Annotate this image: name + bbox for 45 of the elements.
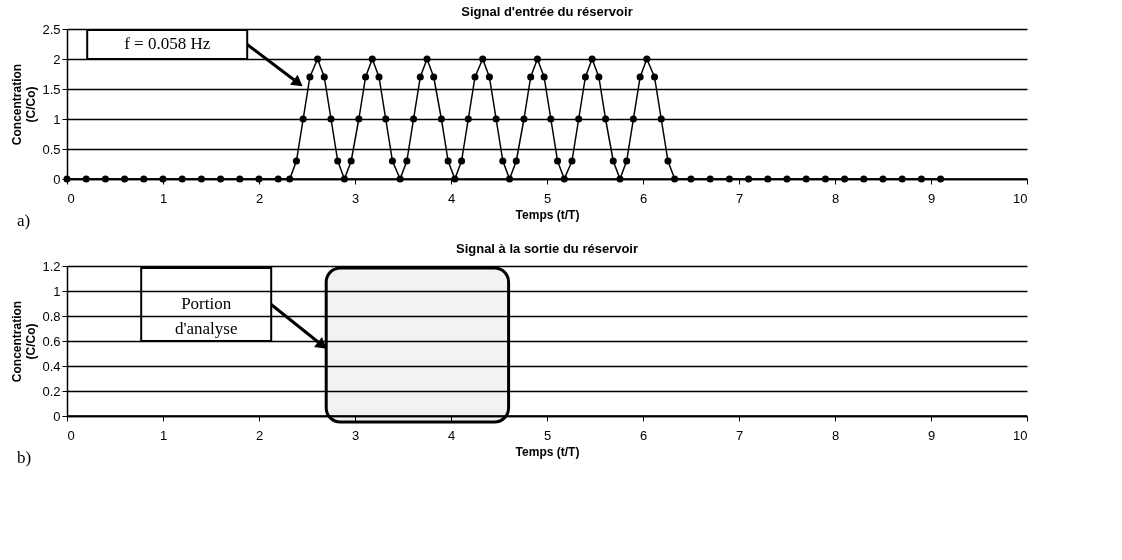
x-tick-label: 9 — [927, 427, 936, 443]
x-tick-label: 8 — [831, 427, 840, 443]
x-tick-label: 5 — [543, 190, 552, 206]
x-tick-label: 3 — [351, 190, 360, 206]
x-tick-label: 7 — [735, 190, 744, 206]
x-tick-label: 6 — [639, 190, 648, 206]
x-tick-label: 10 — [1013, 427, 1028, 443]
band-label: Portion d'analyse — [174, 293, 238, 338]
x-tick-label: 6 — [639, 427, 648, 443]
y-axis-title: Concentration (C/Co) — [10, 63, 39, 146]
y-tick-label: 0.5 — [42, 141, 61, 157]
x-tick-label: 8 — [831, 190, 840, 206]
text: b) — [17, 448, 32, 467]
y-tick-label: 0.4 — [42, 358, 61, 374]
y-tick-label: 0 — [53, 171, 61, 187]
text: a) — [17, 211, 31, 230]
annotation: f = 0.058 Hz — [124, 34, 211, 53]
x-tick-label: 0 — [67, 190, 75, 206]
chart-title: Signal d'entrée du réservoir — [461, 4, 633, 19]
x-tick-label: 0 — [67, 427, 75, 443]
chart-title: Signal à la sortie du réservoir — [455, 241, 639, 256]
y-tick-label: 0.8 — [42, 308, 61, 324]
x-axis-title: Temps (t/T) — [515, 444, 580, 459]
y-tick-label: 1.2 — [42, 258, 61, 274]
x-tick-label: 1 — [159, 190, 168, 206]
x-tick-label: 7 — [735, 427, 744, 443]
x-tick-label: 9 — [927, 190, 936, 206]
x-tick-label: 5 — [543, 427, 552, 443]
y-tick-label: 1 — [53, 283, 61, 299]
x-tick-label: 1 — [159, 427, 168, 443]
y-tick-label: 0 — [53, 408, 61, 424]
y-axis-title: Concentration (C/Co) — [10, 300, 39, 383]
y-tick-label: 0.6 — [42, 333, 61, 349]
y-tick-label: 2.5 — [42, 21, 61, 37]
x-tick-label: 4 — [447, 190, 456, 206]
x-tick-label: 3 — [351, 427, 360, 443]
x-axis-title: Temps (t/T) — [515, 207, 580, 222]
y-tick-label: 2 — [53, 51, 61, 67]
y-tick-label: 0.2 — [42, 383, 61, 399]
x-tick-label: 4 — [447, 427, 456, 443]
x-tick-label: 2 — [255, 427, 264, 443]
x-tick-label: 10 — [1013, 190, 1028, 206]
y-tick-label: 1.5 — [42, 81, 61, 97]
x-tick-label: 2 — [255, 190, 264, 206]
y-tick-label: 1 — [53, 111, 61, 127]
